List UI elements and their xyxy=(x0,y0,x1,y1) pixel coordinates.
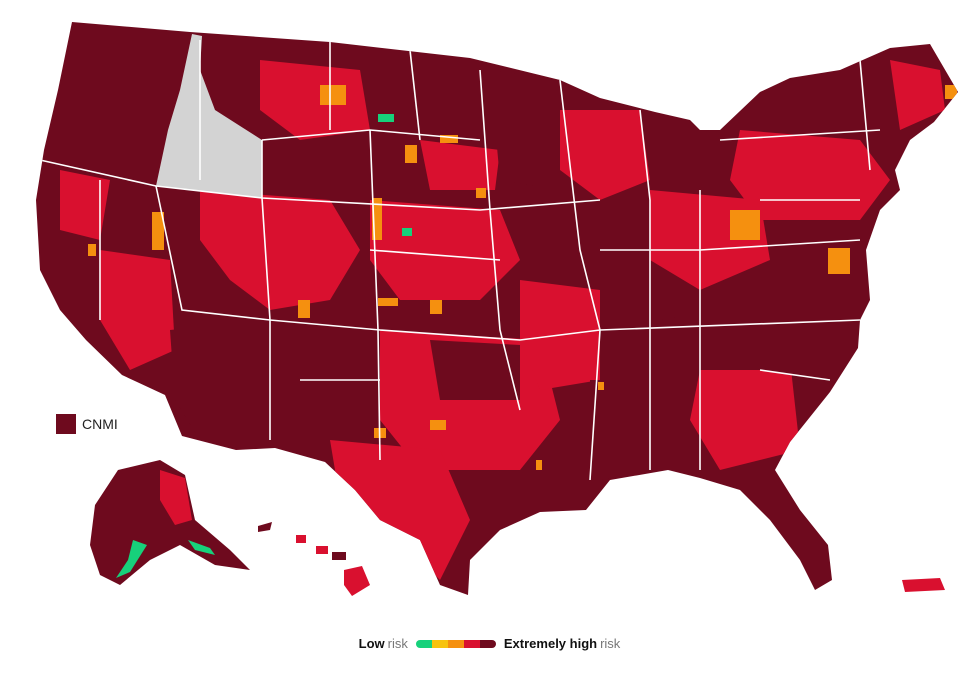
legend-seg-high xyxy=(447,639,464,648)
alaska-region xyxy=(90,460,272,585)
legend-high-suffix: risk xyxy=(600,636,621,651)
cnmi-label: CNMI xyxy=(82,416,118,432)
legend-low-label: Low xyxy=(358,636,385,651)
legend-seg-extremely-high xyxy=(479,639,496,648)
extremely-high-regions xyxy=(170,70,860,480)
hawaii-region xyxy=(296,535,370,596)
risk-legend: Low risk Extremely high risk xyxy=(0,636,979,651)
cnmi-swatch xyxy=(56,414,76,434)
state-boundaries xyxy=(39,40,881,481)
legend-seg-very-high xyxy=(463,639,480,648)
legend-high-label: Extremely high xyxy=(503,636,598,651)
cnmi-indicator: CNMI xyxy=(56,414,118,434)
low-risk-spots xyxy=(378,114,412,236)
legend-low-suffix: risk xyxy=(387,636,408,651)
legend-seg-low xyxy=(415,639,432,648)
no-data-region xyxy=(156,34,262,198)
legend-color-scale xyxy=(415,639,496,648)
legend-seg-medium xyxy=(431,639,448,648)
us-county-risk-map xyxy=(36,22,958,596)
puerto-rico-region xyxy=(902,578,945,592)
